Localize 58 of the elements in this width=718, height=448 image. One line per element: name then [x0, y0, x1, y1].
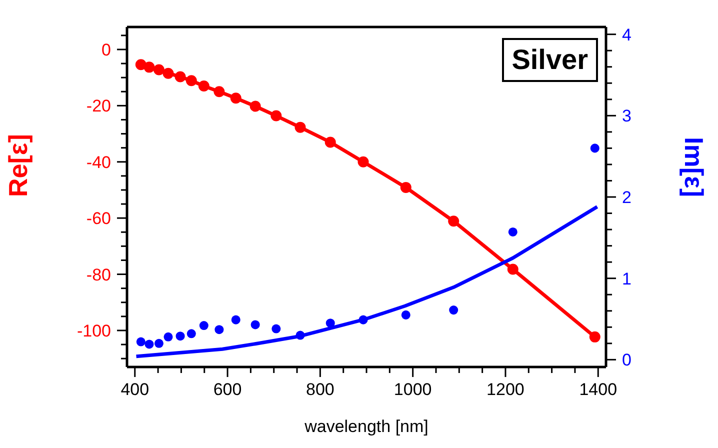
point	[186, 75, 197, 86]
point	[326, 318, 335, 328]
y2-tick-label: 0	[622, 350, 632, 370]
point	[135, 59, 146, 70]
point	[153, 64, 164, 76]
y2-tick-label: 2	[622, 188, 632, 207]
point	[324, 136, 336, 148]
point	[250, 100, 261, 112]
point	[214, 325, 224, 334]
point	[144, 340, 154, 349]
y-tick-label: -20	[86, 96, 111, 116]
point	[294, 122, 306, 133]
point	[198, 80, 210, 92]
point	[164, 332, 173, 342]
x-tick-label: 1000	[394, 380, 432, 399]
point	[400, 182, 412, 193]
y-tick-label: -80	[86, 265, 111, 284]
x-tick-label: 1200	[486, 380, 524, 399]
point	[230, 92, 242, 104]
point	[272, 324, 281, 334]
y2-tick-label: 1	[622, 269, 632, 288]
point	[136, 337, 146, 346]
point	[186, 329, 196, 338]
x-tick-label: 400	[120, 380, 150, 399]
point	[214, 86, 225, 98]
y-tick-label: -40	[86, 152, 111, 172]
y2-tick-label: 3	[622, 106, 632, 126]
point	[270, 110, 282, 122]
y2-axis-title: Im[ε]	[678, 137, 709, 197]
point	[508, 227, 518, 236]
point	[154, 338, 164, 348]
line-series	[134, 205, 599, 358]
point	[296, 330, 305, 340]
point	[199, 321, 208, 330]
y-tick-label: 0	[102, 40, 111, 60]
point	[590, 144, 600, 153]
point	[231, 315, 240, 324]
y-tick-label: -100	[76, 321, 111, 340]
y2-tick-label: 4	[622, 25, 632, 44]
x-axis-title: wavelength [nm]	[304, 417, 428, 436]
x-tick-label: 600	[213, 380, 242, 399]
y-axis-title: Re[ε]	[3, 134, 34, 197]
point	[449, 306, 458, 315]
point	[358, 315, 368, 324]
point	[507, 264, 518, 275]
point	[176, 332, 185, 341]
y-tick-label: -60	[86, 209, 111, 228]
point	[162, 68, 174, 79]
annotation: Silver	[502, 38, 598, 82]
point	[250, 320, 260, 330]
x-tick-label: 1400	[579, 380, 618, 399]
point	[358, 156, 369, 168]
point	[448, 216, 460, 227]
point	[589, 331, 600, 342]
x-tick-label: 800	[306, 380, 334, 399]
point	[401, 310, 410, 320]
point	[174, 71, 186, 82]
point	[144, 62, 155, 73]
